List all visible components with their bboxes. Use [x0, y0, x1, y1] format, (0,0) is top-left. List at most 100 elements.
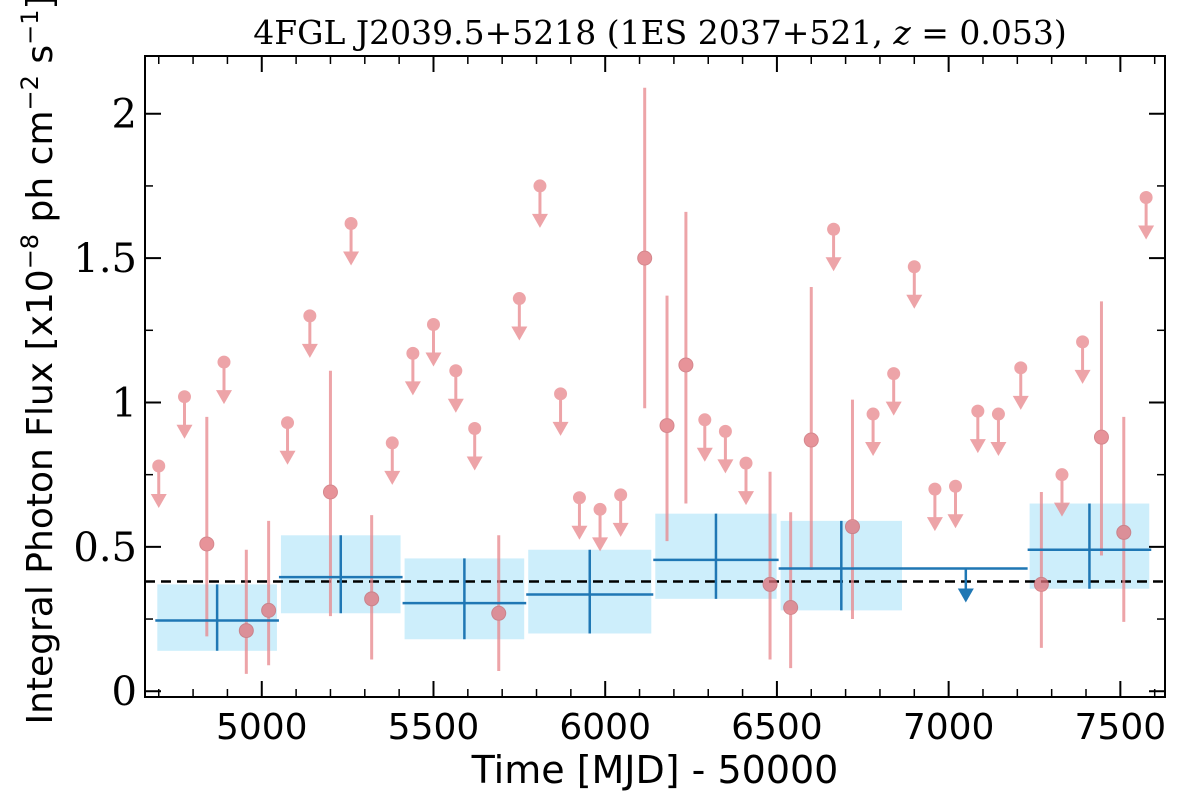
upper-limit-arrow-6 — [384, 470, 401, 485]
upper-limit-marker-17 — [698, 413, 712, 427]
fine-upper-limit-29 — [1053, 468, 1070, 517]
fine-marker-3 — [322, 484, 338, 500]
fine-upper-limit-28 — [1012, 361, 1029, 410]
upper-limit-marker-16 — [614, 488, 628, 502]
x-tick-label: 5000 — [216, 707, 308, 748]
x-tick-label: 6000 — [559, 707, 651, 748]
upper-limit-arrow-28 — [1012, 395, 1029, 410]
y-tick-label: 0.5 — [73, 525, 137, 571]
fine-point-12 — [844, 399, 860, 620]
fine-point-13 — [1033, 491, 1049, 648]
fine-bin-points — [150, 87, 1155, 674]
fine-upper-limit-10 — [466, 421, 483, 471]
upper-limit-marker-26 — [971, 404, 985, 418]
fine-upper-limit-25 — [947, 479, 964, 529]
upper-limit-arrow-21 — [865, 442, 882, 457]
upper-limit-arrow-5 — [343, 251, 360, 266]
upper-limit-marker-25 — [949, 479, 963, 493]
fine-point-9 — [762, 471, 778, 660]
fine-marker-0 — [199, 536, 215, 552]
fine-point-10 — [783, 512, 799, 669]
upper-limit-marker-13 — [554, 387, 568, 401]
fine-upper-limit-9 — [447, 364, 464, 413]
y-axis-label: Integral Photon Flux [x10−8 ph cm−2 s−1] — [16, 0, 61, 725]
fine-upper-limit-23 — [906, 260, 923, 309]
upper-limit-arrow-19 — [738, 491, 755, 506]
upper-limit-arrow-24 — [926, 517, 943, 532]
upper-limit-marker-8 — [426, 318, 440, 332]
upper-limit-arrow-12 — [531, 213, 548, 228]
plot-frame — [144, 55, 1166, 698]
fine-point-7 — [659, 295, 675, 542]
fine-upper-limit-30 — [1074, 335, 1091, 384]
fine-upper-limit-14 — [571, 491, 588, 540]
fine-upper-limit-22 — [885, 367, 902, 416]
upper-limit-marker-9 — [449, 364, 463, 378]
upper-limit-marker-20 — [827, 222, 841, 236]
fine-point-3 — [322, 370, 338, 617]
coarse-point-5 — [778, 520, 904, 611]
upper-limit-marker-15 — [593, 502, 607, 516]
fine-marker-7 — [659, 418, 675, 434]
fine-upper-limit-0 — [150, 459, 167, 509]
upper-limit-marker-30 — [1076, 335, 1090, 349]
axis-ticks: 5000 5500 6000 6500 7000 7500 0 0.5 1 1.5 2 — [73, 56, 1166, 748]
x-tick-label: 5500 — [388, 707, 480, 748]
fine-upper-limit-7 — [404, 346, 421, 396]
fine-point-2 — [261, 520, 277, 666]
fine-point-11 — [803, 286, 819, 570]
upper-limit-marker-1 — [177, 390, 191, 404]
upper-limit-marker-27 — [991, 407, 1005, 421]
fine-marker-6 — [637, 250, 653, 266]
upper-limit-arrow-11 — [511, 326, 528, 341]
upper-limit-marker-18 — [718, 424, 732, 438]
coarse-ul-arrow-0 — [957, 588, 974, 603]
fine-marker-13 — [1033, 576, 1049, 592]
upper-limit-arrow-3 — [279, 450, 296, 465]
upper-limit-arrow-8 — [425, 352, 442, 367]
coarse-point-2 — [402, 558, 527, 640]
upper-limit-arrow-16 — [612, 522, 629, 537]
x-tick-label: 6500 — [731, 707, 823, 748]
coarse-upper-limit-0 — [903, 567, 1028, 603]
upper-limit-arrow-13 — [552, 421, 569, 436]
fine-upper-limit-31 — [1138, 190, 1155, 240]
upper-limit-arrow-23 — [906, 294, 923, 309]
fine-upper-limit-3 — [279, 416, 296, 465]
upper-limit-marker-6 — [385, 436, 399, 450]
fine-upper-limit-8 — [425, 318, 442, 367]
fine-marker-2 — [261, 602, 277, 618]
y-tick-label: 1.5 — [73, 236, 137, 282]
upper-limit-marker-22 — [887, 367, 901, 381]
fine-marker-15 — [1116, 524, 1132, 540]
upper-limit-marker-12 — [533, 179, 547, 193]
upper-limit-arrow-20 — [825, 257, 842, 272]
upper-limit-arrow-9 — [447, 398, 464, 413]
coarse-point-0 — [155, 584, 279, 651]
fine-upper-limit-27 — [990, 407, 1007, 457]
upper-limit-arrow-14 — [571, 525, 588, 540]
upper-limit-arrow-17 — [696, 447, 713, 462]
chart-title: 4FGL J2039.5+5218 (1ES 2037+521, z = 0.0… — [253, 13, 1067, 52]
fine-upper-limit-17 — [696, 413, 713, 462]
fine-point-14 — [1093, 301, 1109, 556]
upper-limit-marker-24 — [928, 482, 942, 496]
plot-border — [144, 55, 1166, 698]
y-tick-label: 0 — [112, 669, 137, 715]
fine-upper-limit-5 — [343, 216, 360, 266]
upper-limit-marker-11 — [512, 292, 526, 306]
fine-upper-limit-11 — [511, 292, 528, 341]
upper-limit-marker-7 — [406, 346, 420, 360]
fine-point-8 — [678, 211, 694, 504]
x-tick-label: 7000 — [903, 707, 995, 748]
x-tick-label: 7500 — [1075, 707, 1167, 748]
coarse-bin-points — [155, 503, 1152, 651]
y-tick-label: 1 — [112, 380, 137, 426]
upper-limit-arrow-1 — [176, 424, 193, 439]
fine-upper-limit-15 — [592, 502, 609, 552]
upper-limit-arrow-29 — [1053, 502, 1070, 517]
fine-upper-limit-2 — [215, 355, 232, 405]
fine-upper-limit-6 — [384, 436, 401, 485]
upper-limit-marker-0 — [152, 459, 166, 473]
